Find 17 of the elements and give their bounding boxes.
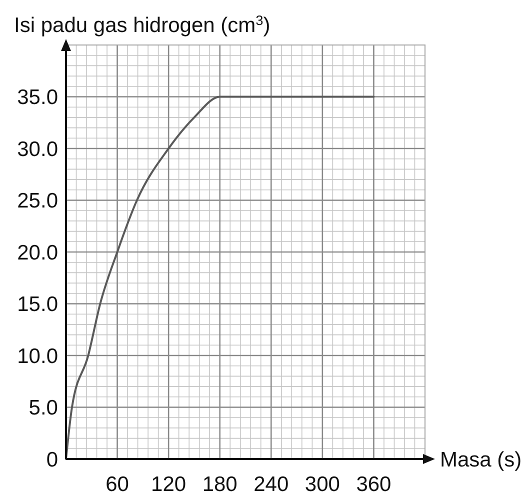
y-tick-label: 20.0	[17, 241, 58, 264]
y-tick-label: 15.0	[17, 293, 58, 316]
x-tick-label: 240	[254, 473, 289, 496]
x-tick-label: 60	[106, 473, 129, 496]
x-axis-title: Masa (s)	[440, 448, 522, 472]
y-tick-label: 5.0	[28, 396, 58, 420]
y-tick-label: 0	[46, 448, 58, 472]
y-tick-label: 30.0	[17, 138, 58, 161]
y-tick-label: 35.0	[17, 86, 58, 110]
x-tick-label: 360	[356, 473, 392, 496]
x-tick-label: 300	[304, 473, 340, 496]
x-tick-label: 120	[151, 473, 186, 496]
x-tick-label: 180	[202, 473, 238, 496]
y-tick-label: 25.0	[17, 190, 58, 213]
y-axis-title: Isi padu gas hidrogen (cm$^{3}$)	[14, 12, 270, 37]
line-series	[65, 96, 375, 460]
y-tick-label: 10.0	[17, 344, 58, 368]
